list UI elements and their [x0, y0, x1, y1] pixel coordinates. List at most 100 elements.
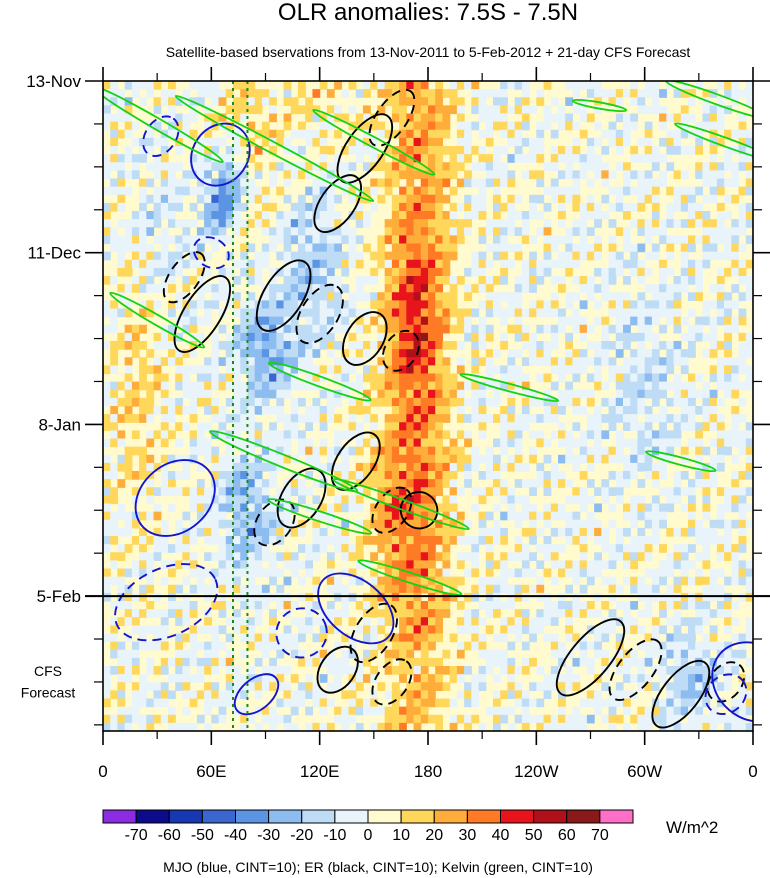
- field-cell: [608, 519, 617, 529]
- field-cell: [261, 219, 270, 228]
- field-cell: [290, 276, 299, 285]
- field-cell: [175, 674, 184, 683]
- field-cell: [290, 251, 299, 261]
- field-cell: [305, 219, 314, 228]
- field-cell: [110, 519, 119, 529]
- field-cell: [478, 316, 487, 326]
- field-cell: [240, 706, 249, 716]
- field-cell: [196, 576, 205, 586]
- field-cell: [168, 211, 176, 220]
- field-cell: [420, 97, 429, 106]
- field-cell: [543, 503, 552, 513]
- field-cell: [363, 609, 371, 618]
- field-cell: [456, 389, 465, 399]
- field-cell: [435, 211, 444, 220]
- field-cell: [435, 406, 444, 415]
- field-cell: [413, 162, 422, 171]
- field-cell: [558, 641, 566, 651]
- field-cell: [456, 641, 465, 651]
- field-cell: [326, 609, 335, 618]
- field-cell: [319, 162, 328, 171]
- field-cell: [572, 170, 581, 180]
- field-cell: [290, 235, 299, 245]
- field-cell: [659, 657, 667, 667]
- field-cell: [348, 617, 357, 626]
- field-cell: [608, 89, 617, 98]
- field-cell: [283, 332, 292, 342]
- field-cell: [601, 479, 610, 488]
- field-cell: [550, 308, 559, 318]
- field-cell: [117, 503, 126, 513]
- field-cell: [305, 625, 314, 635]
- field-cell: [507, 406, 516, 415]
- field-cell: [261, 97, 270, 106]
- field-cell: [579, 97, 588, 106]
- field-cell: [146, 462, 155, 472]
- field-cell: [341, 714, 350, 724]
- field-cell: [637, 666, 646, 675]
- field-cell: [507, 690, 516, 700]
- field-cell: [695, 170, 704, 180]
- field-cell: [464, 641, 472, 651]
- field-cell: [420, 365, 429, 375]
- field-cell: [139, 81, 147, 90]
- field-cell: [225, 146, 234, 155]
- field-cell: [456, 113, 465, 123]
- field-cell: [406, 397, 415, 407]
- field-cell: [688, 714, 696, 724]
- field-cell: [312, 373, 321, 383]
- field-cell: [586, 292, 595, 301]
- field-cell: [702, 617, 711, 626]
- field-cell: [283, 308, 292, 318]
- field-cell: [269, 536, 277, 545]
- field-cell: [673, 219, 682, 228]
- field-cell: [312, 406, 321, 415]
- field-cell: [355, 446, 364, 456]
- field-cell: [594, 121, 602, 131]
- field-cell: [413, 365, 422, 375]
- field-cell: [399, 202, 407, 212]
- field-cell: [500, 332, 509, 342]
- field-cell: [637, 137, 646, 147]
- field-cell: [254, 560, 263, 570]
- field-cell: [507, 487, 516, 496]
- field-cell: [594, 349, 602, 358]
- field-cell: [630, 617, 639, 626]
- field-cell: [579, 495, 588, 505]
- field-cell: [139, 324, 147, 334]
- field-cell: [103, 154, 111, 163]
- field-cell: [326, 308, 335, 318]
- field-cell: [659, 601, 667, 610]
- field-cell: [211, 519, 220, 529]
- field-cell: [478, 105, 487, 115]
- field-cell: [218, 552, 227, 561]
- field-cell: [175, 471, 184, 480]
- field-cell: [485, 592, 494, 602]
- field-cell: [601, 430, 610, 440]
- field-cell: [572, 422, 581, 431]
- field-cell: [196, 211, 205, 220]
- field-cell: [478, 357, 487, 366]
- field-cell: [283, 666, 292, 675]
- field-cell: [384, 609, 393, 618]
- field-cell: [745, 617, 753, 626]
- field-cell: [175, 357, 184, 366]
- field-cell: [406, 211, 415, 220]
- field-cell: [623, 414, 631, 423]
- field-cell: [420, 511, 429, 521]
- field-cell: [594, 560, 602, 570]
- field-cell: [659, 341, 667, 350]
- field-cell: [464, 381, 472, 391]
- field-cell: [738, 89, 747, 98]
- field-cell: [233, 406, 241, 415]
- field-cell: [182, 722, 191, 731]
- er-contour: [381, 329, 420, 372]
- field-cell: [370, 666, 379, 675]
- field-cell: [659, 576, 667, 586]
- field-cell: [326, 625, 335, 635]
- field-cell: [139, 471, 147, 480]
- field-cell: [363, 211, 371, 220]
- field-cell: [521, 584, 530, 594]
- field-cell: [435, 341, 444, 350]
- field-cell: [716, 536, 725, 545]
